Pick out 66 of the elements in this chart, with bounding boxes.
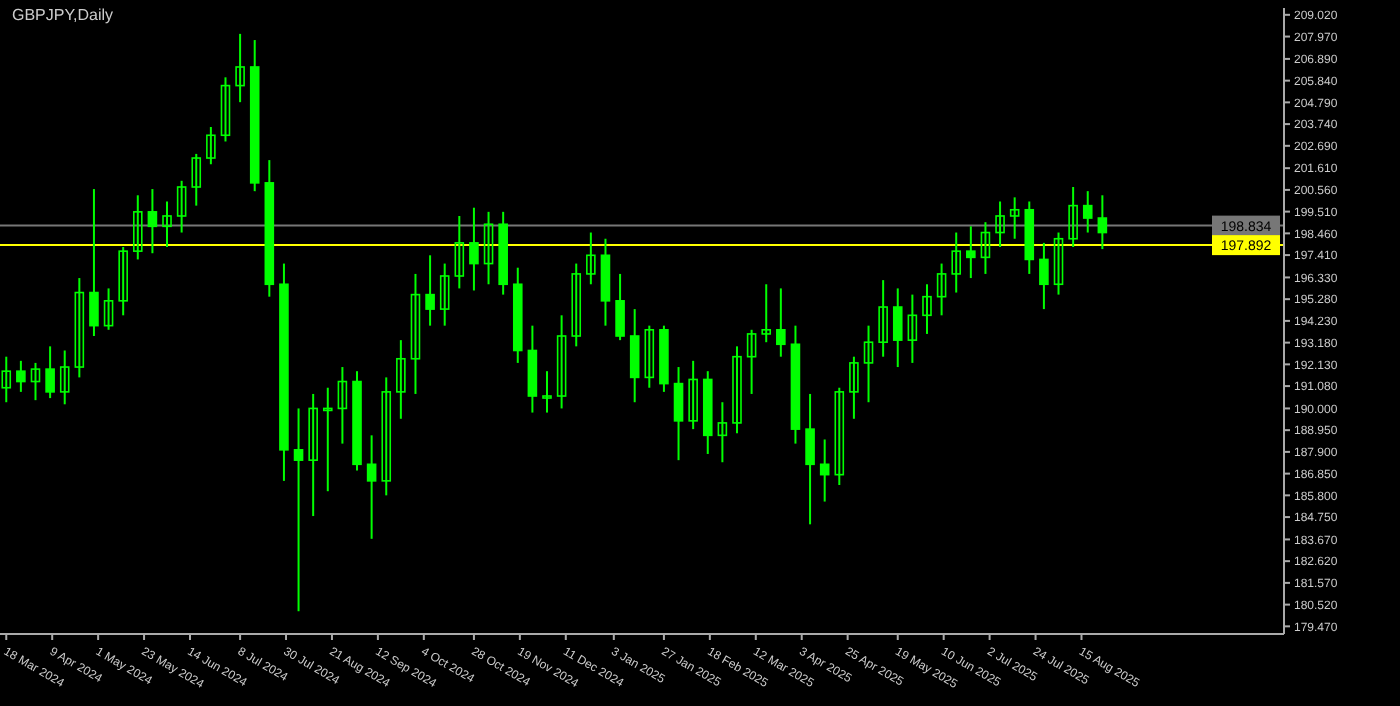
candlestick [805,392,815,526]
candlestick [366,434,377,540]
candlestick [74,277,85,379]
candlestick [571,262,582,348]
candlestick [16,359,26,393]
candlestick [59,349,70,406]
candlestick [293,407,304,613]
candlestick [147,188,158,255]
candlestick [162,200,172,249]
candlestick [527,324,538,414]
candlestick [644,324,655,389]
candlestick [980,221,991,275]
candlestick [206,125,216,166]
candlestick [1053,231,1064,296]
candlestick [1082,190,1093,234]
candlestick [761,283,772,344]
candlestick [849,355,859,420]
candlestick [103,287,114,331]
candlestick [732,345,742,435]
candlestick [220,76,231,143]
candlestick [615,272,625,342]
candlestick [966,225,976,280]
candlestick [907,293,918,364]
candlestick [176,179,187,234]
candlestick [1068,186,1078,249]
candlestick [454,214,465,290]
candlestick [439,262,450,327]
candlestick [556,314,567,410]
candlestick [717,401,728,464]
chart-title: GBPJPY,Daily [12,6,114,24]
candlestick [381,376,392,497]
candlestick [892,287,903,369]
candlestick [878,279,888,358]
candlestick [776,287,786,358]
candlestick [308,392,318,518]
candlestick [337,366,348,445]
candlestick [396,339,406,420]
candlestick [863,324,874,404]
candlestick [746,328,757,395]
candlestick [1039,241,1049,311]
candlestick [688,359,698,431]
candlestick [1009,196,1020,240]
candlestick [235,32,245,104]
candlestick [191,152,202,207]
candlestick [118,246,128,317]
candlestick [586,231,596,286]
candlestick [995,200,1005,249]
candlestick [834,386,845,486]
candlestick [629,308,640,404]
candlestick [469,206,479,292]
candlestick [936,262,947,317]
candlestick [542,370,552,414]
candlestick [951,231,962,294]
candlestick [673,366,684,462]
candlestick [922,283,932,335]
candlestick [600,237,611,327]
candlestick [89,188,99,337]
candlestick [483,210,494,286]
candlestick [425,254,435,327]
candlestick [45,345,55,400]
candlestick [410,272,421,395]
candlestick [133,194,143,261]
candlestick [1,355,12,404]
candlestick [1097,194,1108,251]
candlestick [30,361,41,402]
candlestick [322,386,333,493]
